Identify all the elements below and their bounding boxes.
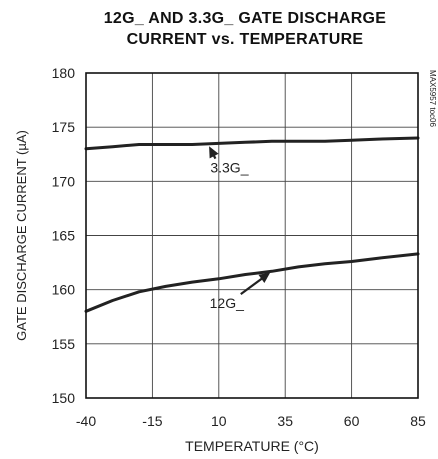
y-tick-label: 180 xyxy=(52,65,76,81)
annotation-arrow-head xyxy=(258,272,271,283)
annotation-arrow-shaft xyxy=(240,276,265,295)
series-line-12g xyxy=(84,252,420,313)
y-tick-label: 165 xyxy=(52,228,76,244)
x-axis-label: TEMPERATURE (°C) xyxy=(185,438,319,454)
x-tick-label: 60 xyxy=(344,413,360,429)
plot-frame xyxy=(85,72,419,399)
y-tick-label: 160 xyxy=(52,282,76,298)
y-axis-label: GATE DISCHARGE CURRENT (µA) xyxy=(14,130,29,341)
grid-lines xyxy=(86,73,418,398)
y-tick-label: 155 xyxy=(52,336,76,352)
series-label: 3.3G_ xyxy=(210,160,248,176)
annotation-arrow-head xyxy=(209,146,219,159)
x-tick-label: 85 xyxy=(410,413,426,429)
x-tick-label: -15 xyxy=(142,413,162,429)
x-tick-label: 35 xyxy=(277,413,293,429)
chart-title-line-2: CURRENT vs. TEMPERATURE xyxy=(126,31,364,48)
chart-title-line-1: 12G_ AND 3.3G_ GATE DISCHARGE xyxy=(103,10,387,27)
y-tick-label: 175 xyxy=(52,119,76,135)
y-tick-label: 150 xyxy=(52,390,76,406)
x-tick-label: 10 xyxy=(211,413,227,429)
figure-code-watermark: MAX5957 toc06 xyxy=(428,70,437,127)
series-lines xyxy=(84,136,420,313)
annotations: 3.3G_ 12G_ xyxy=(209,146,271,311)
series-label: 12G_ xyxy=(210,295,244,311)
tick-labels: -40 -15 10 35 60 85 150 155 160 165 170 175 180 xyxy=(52,65,426,429)
series-line-33g xyxy=(84,136,420,151)
y-tick-label: 170 xyxy=(52,173,76,189)
x-tick-label: -40 xyxy=(76,413,96,429)
